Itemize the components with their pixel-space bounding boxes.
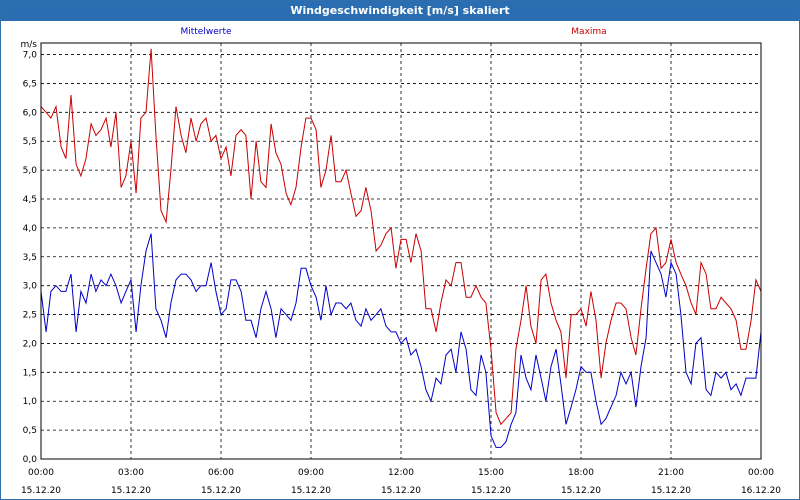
- series-line-maxima: [40, 48, 762, 426]
- x-tick-date: 15.12.20: [471, 486, 511, 496]
- y-tick-label: 4,5: [23, 195, 37, 205]
- y-tick-label: 2,5: [23, 311, 37, 321]
- y-tick-label: 3,5: [23, 253, 37, 263]
- x-tick-date: 15.12.20: [201, 486, 241, 496]
- window-title: Windgeschwindigkeit [m/s] skaliert: [1, 1, 799, 21]
- y-tick-label: 6,0: [23, 108, 38, 118]
- x-tick-date: 15.12.20: [651, 486, 691, 496]
- x-tick-time: 00:00: [28, 468, 54, 478]
- x-tick-date: 15.12.20: [291, 486, 331, 496]
- y-tick-label: 0,5: [23, 426, 37, 436]
- x-tick-date: 16.12.20: [741, 486, 781, 496]
- x-tick-date: 15.12.20: [111, 486, 151, 496]
- series-line-mittelwerte: [40, 233, 762, 448]
- x-tick-date: 15.12.20: [381, 486, 421, 496]
- grid: [41, 43, 761, 460]
- series-lines: [40, 48, 762, 448]
- x-tick-time: 09:00: [298, 468, 324, 478]
- x-tick-time: 21:00: [658, 468, 684, 478]
- y-tick-label: 5,5: [23, 137, 37, 147]
- y-tick-label: 1,0: [23, 397, 38, 407]
- y-tick-label: 2,0: [23, 339, 38, 349]
- y-tick-label: 6,5: [23, 79, 37, 89]
- x-tick-time: 00:00: [748, 468, 774, 478]
- wind-speed-chart: 0,0 0,5 1,0 1,5 2,0 2,5 3,0 3,5 4,0 4,5 5,0 5,5 6,0 6…: [21, 27, 782, 496]
- y-tick-label: 3,0: [23, 282, 38, 292]
- x-tick-time: 03:00: [118, 468, 144, 478]
- x-tick-time: 15:00: [478, 468, 504, 478]
- axes: 0,0 0,5 1,0 1,5 2,0 2,5 3,0 3,5 4,0 4,5 5,0 5,5 6,0 6…: [21, 40, 782, 496]
- legend-entry-maxima: Maxima: [571, 27, 606, 37]
- x-tick-time: 12:00: [388, 468, 414, 478]
- y-tick-label: 5,0: [23, 166, 38, 176]
- x-tick-date: 15.12.20: [21, 486, 61, 496]
- y-tick-label: 4,0: [23, 224, 38, 234]
- y-tick-label: 7,0: [23, 51, 38, 61]
- x-tick-time: 18:00: [568, 468, 594, 478]
- legend: Mittelwerte Maxima: [180, 27, 606, 37]
- y-tick-label: 0,0: [23, 455, 38, 465]
- x-tick-date: 15.12.20: [561, 486, 601, 496]
- plot-frame: [40, 42, 762, 460]
- y-axis-label: m/s: [21, 40, 38, 50]
- y-tick-label: 1,5: [23, 368, 37, 378]
- x-tick-time: 06:00: [208, 468, 234, 478]
- legend-entry-mittelwerte: Mittelwerte: [180, 27, 231, 37]
